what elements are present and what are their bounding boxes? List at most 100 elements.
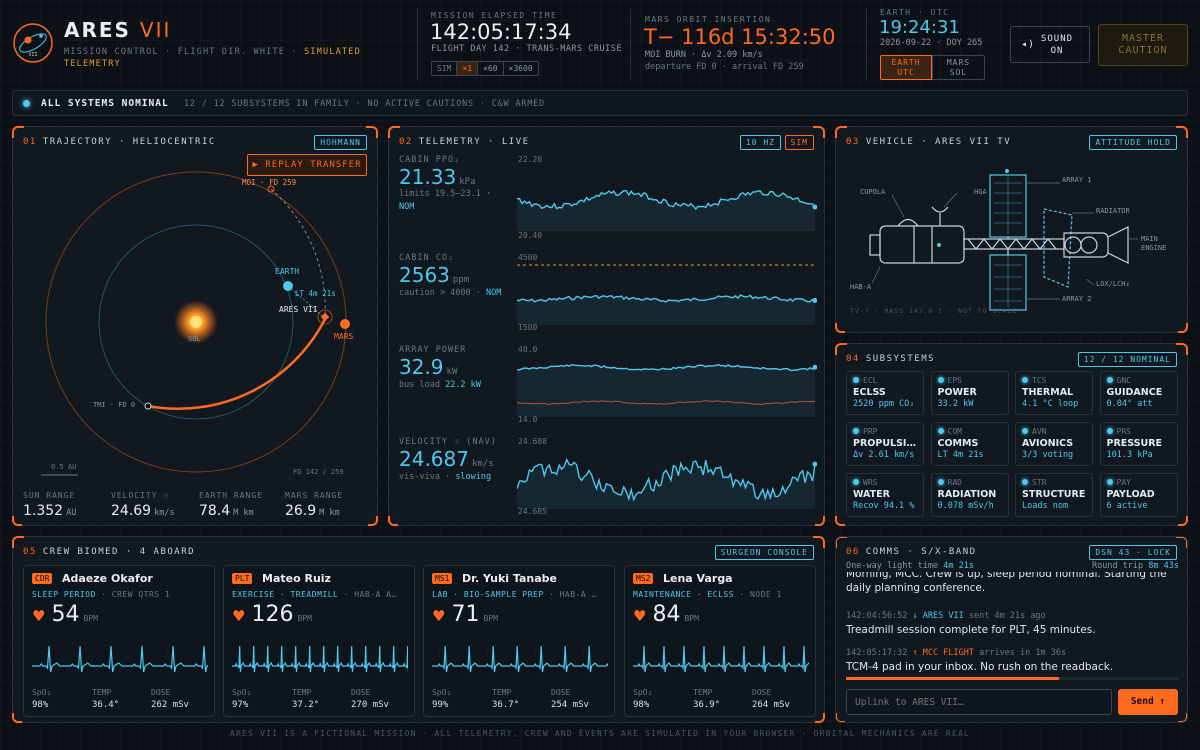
replay-transfer-button[interactable]: ▶ REPLAY TRANSFER	[247, 154, 367, 176]
power-load: bus load 22.2 kW	[399, 380, 481, 390]
transmit-progress-fill	[846, 677, 1060, 680]
subsystem-value: 0.04° att	[1106, 399, 1153, 409]
spacecraft-label: ARES VII	[279, 305, 318, 314]
speed-60x-button[interactable]: ×60	[478, 62, 504, 75]
mission-number: VII	[139, 18, 172, 42]
subsystem-tile-com[interactable]: COM COMMS LT 4m 21s	[930, 422, 1009, 466]
flight-day-label: FD 142 / 259	[293, 468, 344, 476]
ppo2-ymax: 22.20	[518, 155, 543, 164]
send-button[interactable]: Send ↑	[1118, 689, 1178, 715]
subsystem-tile-str[interactable]: STR STRUCTURE Loads nom	[1015, 473, 1093, 517]
moi-point-label: MOI · FD 259	[242, 178, 297, 187]
telemetry-sparklines	[517, 189, 817, 509]
crew-card[interactable]: MS2 Lena Varga MAINTENANCE · ECLSS · NODE …	[624, 565, 816, 717]
power-label: ARRAY POWER	[399, 345, 467, 355]
main-engine-label: MAIN ENGINE	[1141, 235, 1167, 252]
velocity-note: vis-viva · slowing	[399, 472, 492, 482]
subsystems-panel: 04 SUBSYSTEMS 12 / 12 NOMINAL ECL ECLSS 252…	[835, 343, 1188, 526]
lox-label: LOX/LCH₄	[1096, 280, 1130, 288]
temp-value: 36.4°	[92, 700, 120, 710]
hohmann-tag: HOHMANN	[314, 135, 367, 150]
crew-card[interactable]: MS1 Dr. Yuki Tanabe LAB · BIO-SAMPLE PREP …	[423, 565, 615, 717]
moi-marker	[267, 185, 275, 193]
subsystem-tile-gnc[interactable]: GNC GUIDANCE 0.04° att	[1099, 371, 1178, 415]
telemetry-panel: 02 TELEMETRY · LIVE 10 HZ SIM CABIN PPO₂ …	[388, 126, 825, 526]
co2-caution: caution > 4000 · NOM	[399, 288, 502, 298]
sun-icon	[190, 316, 202, 328]
subsystem-value: 33.2 kW	[937, 399, 974, 409]
subsystem-code: GNC	[1107, 376, 1171, 385]
crew-card[interactable]: CDR Adaeze Okafor SLEEP PERIOD · CREW QTRS…	[23, 565, 215, 717]
subsystem-tile-prs[interactable]: PRS PRESSURE 101.3 kPa	[1099, 422, 1178, 466]
subsystem-value: 0.078 mSv/h	[937, 501, 994, 511]
subsystem-tile-wrs[interactable]: WRS WATER Recov 94.1 %	[846, 473, 924, 517]
crew-activity: EXERCISE · TREADMILL · HAB-A A…	[232, 590, 397, 599]
subsystem-name: POWER	[937, 387, 977, 398]
transmit-progress	[846, 677, 1179, 680]
power-value: 32.9 kW	[399, 355, 458, 379]
status-detail: 12 / 12 SUBSYSTEMS IN FAMILY · NO ACTIVE…	[184, 99, 545, 109]
message-meta: 142:05:17:32 ↑ MCC FLIGHT arrives in 1m …	[846, 648, 1067, 658]
temp-value: 36.9°	[693, 700, 721, 710]
uplink-input[interactable]	[846, 689, 1112, 715]
crew-name: Adaeze Okafor	[62, 572, 153, 585]
speed-3600x-button[interactable]: ×3600	[508, 64, 533, 73]
sound-toggle-button[interactable]: ◂) SOUND ON	[1010, 26, 1090, 63]
subsystem-name: PROPULSI…	[853, 438, 916, 449]
tmi-point-label: TMI · FD 0	[93, 401, 136, 409]
ecg-line	[432, 645, 608, 673]
crew-role-badge: MS1	[432, 573, 453, 584]
spo2-label: SpO₂	[232, 688, 252, 697]
crew-name: Mateo Ruiz	[262, 572, 331, 585]
mission-logo-icon: VII	[13, 23, 53, 63]
stat-earth-range: EARTH RANGE 78.4 M km	[199, 491, 263, 519]
subsystem-tile-pay[interactable]: PAY PAYLOAD 6 active	[1099, 473, 1178, 517]
sim-tag: SIM	[784, 135, 814, 150]
master-caution-button[interactable]: MASTER CAUTION	[1098, 24, 1188, 66]
surgeon-console-button[interactable]: SURGEON CONSOLE	[714, 545, 814, 560]
subsystem-value: 101.3 kPa	[1106, 450, 1153, 460]
dose-value: 254 mSv	[551, 700, 589, 710]
array2-label: ARRAY 2	[1062, 295, 1092, 303]
sparkline	[517, 189, 816, 211]
subsystem-code: PAY	[1107, 478, 1171, 487]
subsystem-tile-tcs[interactable]: TCS THERMAL 4.1 °C loop	[1015, 371, 1093, 415]
light-time-label: LT 4m 21s	[295, 289, 336, 298]
header: VII ARES VII MISSION CONTROL · FLIGHT DI…	[0, 0, 1200, 86]
crew-panel: 05 CREW BIOMED · 4 ABOARD SURGEON CONSOLE…	[12, 536, 825, 723]
hab-a-label: HAB-A	[850, 283, 872, 291]
clock-mars-sol-button[interactable]: MARS SOL	[932, 55, 985, 80]
subsystem-name: WATER	[853, 489, 890, 500]
heart-icon: ♥	[32, 607, 46, 625]
ecg-trace	[32, 645, 208, 673]
ppo2-status: NOM	[399, 202, 415, 212]
sparkline-head	[812, 298, 817, 304]
ecg-line	[232, 645, 408, 673]
sparkline-area	[517, 459, 815, 509]
ppo2-label: CABIN PPO₂	[399, 155, 461, 165]
subsystem-tile-avn[interactable]: AVN AVIONICS 3/3 voting	[1015, 422, 1093, 466]
message-log[interactable]: Morning, MCC. Crew is up, sleep period n…	[846, 572, 1179, 680]
crew-activity: MAINTENANCE · ECLSS · NODE 1	[633, 590, 782, 599]
subsystem-value: 3/3 voting	[1022, 450, 1074, 460]
dsn-lock-tag: DSN 43 · LOCK	[1089, 545, 1177, 560]
hab-module	[879, 225, 965, 264]
subsystem-tile-ecl[interactable]: ECL ECLSS 2520 ppm CO₂	[846, 371, 924, 415]
message-text: TCM-4 pad in your inbox. No rush on the …	[846, 661, 1114, 673]
subsystem-value: LT 4m 21s	[937, 450, 984, 460]
clock-earth-utc-button[interactable]: EARTH UTC	[880, 55, 932, 80]
spacecraft-icon	[320, 312, 330, 322]
spo2-label: SpO₂	[432, 688, 452, 697]
trajectory-stats: SUN RANGE 1.352 AU VELOCITY ☉ 24.69 km/s EAR…	[23, 491, 369, 519]
dose-value: 264 mSv	[752, 700, 790, 710]
earth-time: 19:24:31	[879, 17, 960, 38]
speed-1x-button[interactable]: ×1	[457, 62, 479, 75]
temp-value: 37.2°	[292, 700, 320, 710]
subsystem-code: WRS	[853, 478, 917, 487]
subsystem-tile-rad[interactable]: RAD RADIATION 0.078 mSv/h	[930, 473, 1009, 517]
subsystem-tile-prp[interactable]: PRP PROPULSI… Δv 2.61 km/s	[846, 422, 924, 466]
sparkline-area	[517, 364, 815, 417]
crew-card[interactable]: PLT Mateo Ruiz EXERCISE · TREADMILL · HAB-…	[223, 565, 415, 717]
transfer-path-flown	[147, 318, 327, 411]
subsystem-tile-eps[interactable]: EPS POWER 33.2 kW	[930, 371, 1009, 415]
